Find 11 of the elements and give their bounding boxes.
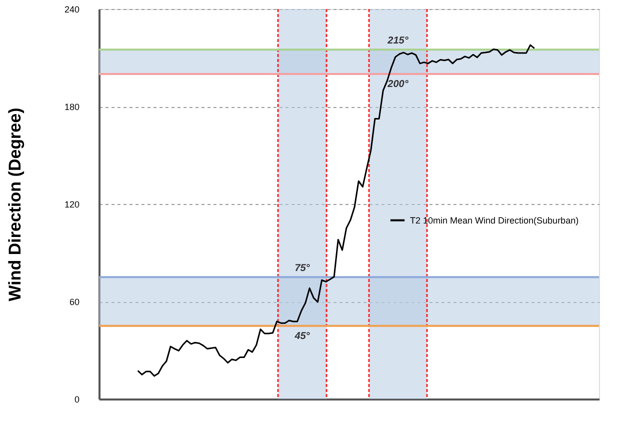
y-axis-title: Wind Direction (Degree) <box>5 108 24 302</box>
annotation: 215° <box>386 36 410 47</box>
y-tick-label: 120 <box>64 200 80 210</box>
y-tick-label: 240 <box>64 4 80 14</box>
annotation: 75° <box>294 263 311 274</box>
legend-label: T2 10min Mean Wind Direction(Suburban) <box>410 215 579 226</box>
y-tick-label: 180 <box>64 102 80 112</box>
annotation: 45° <box>294 330 311 342</box>
y-tick-label: 60 <box>69 297 80 307</box>
annotation: 200° <box>386 79 410 90</box>
y-tick-label: 0 <box>74 394 80 404</box>
